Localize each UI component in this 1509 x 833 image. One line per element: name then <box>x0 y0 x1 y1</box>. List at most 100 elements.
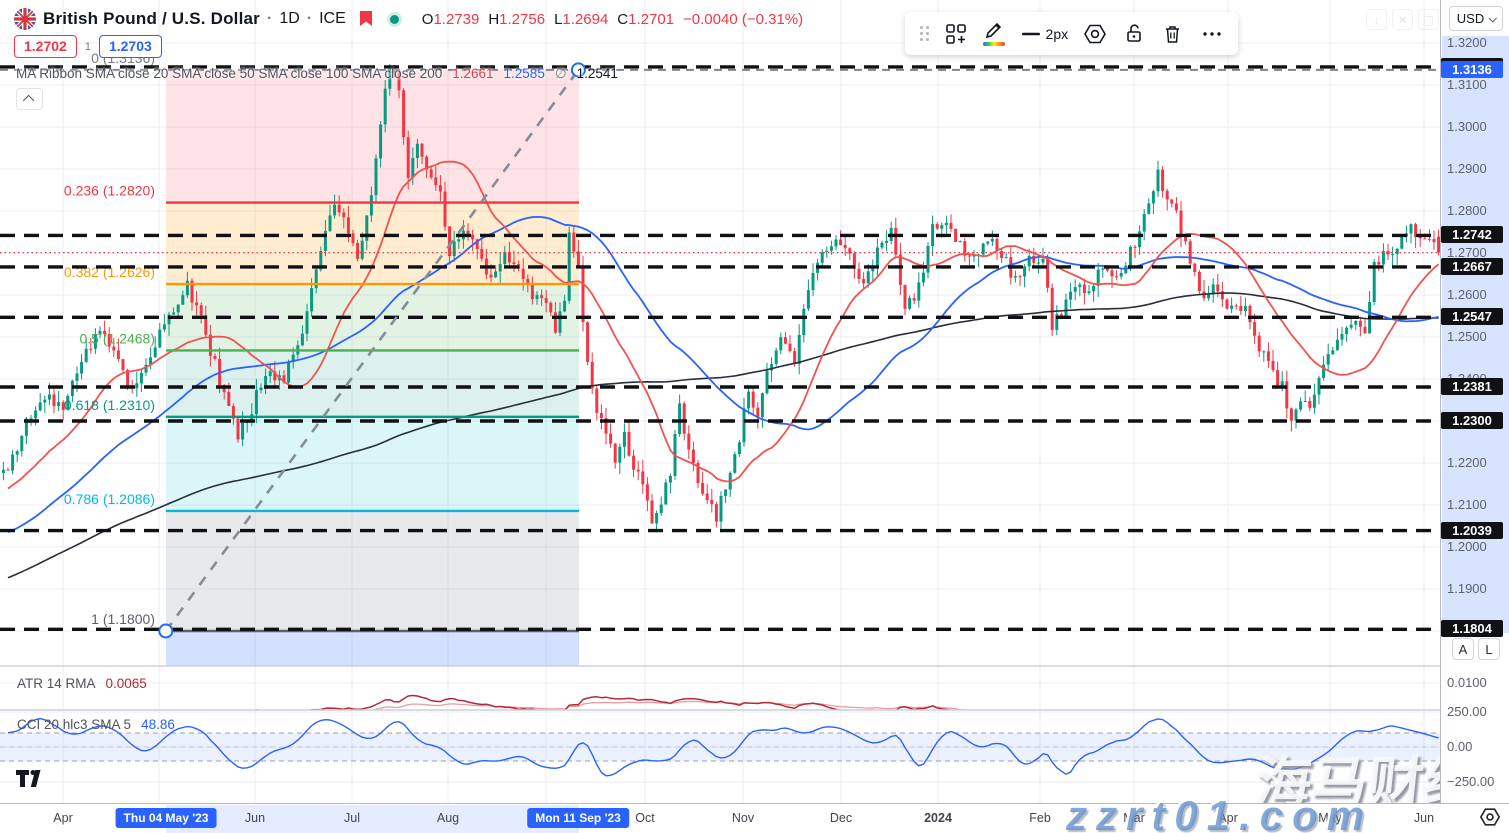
lock-button[interactable] <box>1118 18 1151 50</box>
more-options-button[interactable] <box>1195 18 1228 50</box>
axis-settings-button[interactable] <box>1479 806 1501 828</box>
price-tick: 1.3200 <box>1447 35 1487 50</box>
atr-value: 0.0065 <box>105 676 147 691</box>
flag-marker-icon[interactable] <box>359 11 373 27</box>
sma-50-line <box>7 215 1439 534</box>
price-badge-1.2300: 1.2300 <box>1441 412 1503 429</box>
candles-layer[interactable] <box>1 64 1440 533</box>
ma50-value: 1.2585 <box>503 66 545 81</box>
market-status-dot[interactable] <box>389 14 399 24</box>
trend-line[interactable] <box>158 62 586 639</box>
time-tick-Nov[interactable]: Nov <box>731 811 755 825</box>
toolbar-drag-handle[interactable] <box>915 18 933 50</box>
time-tick-May[interactable]: May <box>1318 811 1342 825</box>
buy-button[interactable]: 1.2703 <box>98 35 162 58</box>
price-tick: 1.2200 <box>1447 455 1487 470</box>
ellipsis-icon <box>1202 31 1221 36</box>
chart-canvas[interactable]: 0 (1.3136)0.236 (1.2820)0.382 (1.2626)0.… <box>0 0 1440 803</box>
time-tick-Aug[interactable]: Aug <box>436 811 460 825</box>
color-button[interactable] <box>978 18 1011 50</box>
price-tick: 1.2000 <box>1447 539 1487 554</box>
dashed-price-lines[interactable] <box>0 65 1440 631</box>
ma-ribbon-title: MA Ribbon SMA close 20 SMA close 50 SMA … <box>16 66 443 81</box>
time-axis[interactable]: Apr Jun Jul Aug Oct Nov Dec 2024 Feb Mar Apr May Jun… <box>0 803 1509 833</box>
price-tick: 1.2800 <box>1447 203 1487 218</box>
time-tick-Apr[interactable]: Apr <box>1218 811 1238 825</box>
svg-text:0.236 (1.2820): 0.236 (1.2820) <box>64 183 155 199</box>
ma20-value: 1.2661 <box>452 66 494 81</box>
drag-dots-icon <box>919 26 929 41</box>
price-scale[interactable]: USD 1.3200 1.3100 1.3000 1.2900 1.2800 1.2700… <box>1440 0 1509 803</box>
ma100-value: ∅ <box>554 66 567 81</box>
template-icon <box>945 23 966 44</box>
time-tick-Jun[interactable]: Jun <box>244 811 266 825</box>
price-tick: 1.2100 <box>1447 497 1487 512</box>
trash-icon <box>1166 25 1180 43</box>
price-tick: 1.2500 <box>1447 329 1487 344</box>
price-badge-1.3136: 1.3136 <box>1441 60 1503 78</box>
price-badge-1.2381: 1.2381 <box>1441 377 1503 395</box>
ohlc-values: O1.2739 H1.2756 L1.2694 C1.2701 −0.0040 … <box>421 10 804 28</box>
time-tick-Mar[interactable]: Mar <box>1123 811 1145 825</box>
gear-icon <box>1084 24 1107 43</box>
cci-line <box>7 717 1439 777</box>
drawing-toolbar: 2px <box>905 12 1238 55</box>
price-tick: 1.3000 <box>1447 119 1487 134</box>
price-badge-1.2039: 1.2039 <box>1441 521 1503 539</box>
cci-legend[interactable]: CCI 20 hlc3 SMA 5 48.86 <box>17 717 175 732</box>
auto-scale-button[interactable]: A <box>1452 638 1474 660</box>
line-width-button[interactable]: 2px <box>1017 18 1073 50</box>
collapse-legend-button[interactable] <box>16 88 43 110</box>
price-badge-1.2547: 1.2547 <box>1441 308 1503 326</box>
svg-text:0.5 (1.2468): 0.5 (1.2468) <box>80 330 156 346</box>
ma200-value: 1.2541 <box>576 66 618 81</box>
currency-dropdown[interactable]: USD <box>1449 6 1503 31</box>
gear-icon <box>1479 808 1501 826</box>
maximize-icon[interactable]: ▢ <box>1418 9 1439 30</box>
ma-ribbon-legend[interactable]: MA Ribbon SMA close 20 SMA close 50 SMA … <box>16 66 618 82</box>
time-tick-Oct[interactable]: Oct <box>635 811 655 825</box>
atr-legend[interactable]: ATR 14 RMA 0.0065 <box>17 676 147 691</box>
interval-label[interactable]: 1D <box>279 10 300 27</box>
tradingview-logo[interactable] <box>16 770 46 792</box>
cci-value: 48.86 <box>141 717 175 732</box>
pane-separators[interactable] <box>0 665 1440 711</box>
time-tick-Jul[interactable]: Jul <box>344 811 360 825</box>
trendline-anchor <box>570 62 586 78</box>
quote-row: 1.2702 1 1.2703 <box>14 35 162 58</box>
exchange-label: ICE <box>319 10 346 27</box>
fib-zones[interactable] <box>166 69 579 666</box>
trendline-anchor <box>158 623 174 639</box>
chevron-up-icon <box>22 94 34 107</box>
atr-scale-tick: 0.0100 <box>1447 675 1487 690</box>
chevron-down-icon <box>1488 13 1498 23</box>
spread-value: 1 <box>84 40 91 53</box>
time-axis-highlight <box>166 805 579 833</box>
time-tick-Jun[interactable]: Jun <box>1413 811 1435 825</box>
cci-scale-tick: 250.00 <box>1447 704 1487 719</box>
close-icon[interactable]: ✕ <box>1392 9 1413 30</box>
time-tick-Feb[interactable]: Feb <box>1029 811 1051 825</box>
symbol-title[interactable]: British Pound / U.S. Dollar <box>43 9 260 28</box>
color-gradient-bar <box>983 41 1006 46</box>
symbol-legend: British Pound / U.S. Dollar · 1D · ICE O… <box>14 8 803 30</box>
log-scale-button[interactable]: L <box>1478 638 1500 660</box>
price-badge-1.1804: 1.1804 <box>1441 620 1503 638</box>
cci-scale-tick: 0.00 <box>1447 739 1473 754</box>
time-tick-2024[interactable]: 2024 <box>924 811 952 825</box>
price-badge-1.2742: 1.2742 <box>1441 226 1503 244</box>
settings-button[interactable] <box>1079 18 1112 50</box>
price-tick: 1.2900 <box>1447 161 1487 176</box>
time-tick-Dec[interactable]: Dec <box>829 811 853 825</box>
gb-flag-icon <box>14 8 36 30</box>
minimize-icon[interactable]: ↓ <box>1366 9 1387 30</box>
sell-button[interactable]: 1.2702 <box>14 35 77 58</box>
time-badge: Mon 11 Sep '23 <box>527 808 629 828</box>
delete-button[interactable] <box>1157 18 1190 50</box>
cci-title: CCI 20 hlc3 SMA 5 <box>17 717 132 732</box>
template-button[interactable] <box>939 18 972 50</box>
time-tick-Apr[interactable]: Apr <box>53 811 73 825</box>
unlock-icon <box>1127 24 1141 42</box>
price-tick: 1.1900 <box>1447 581 1487 596</box>
